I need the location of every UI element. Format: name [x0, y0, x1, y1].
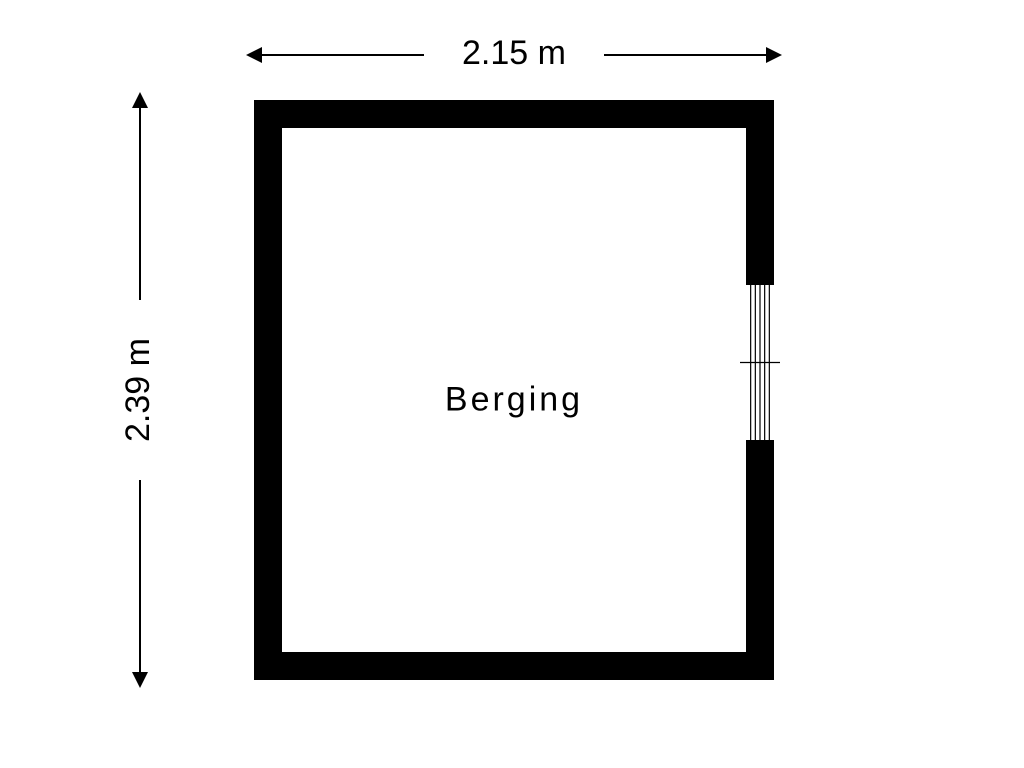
dim-top-label: 2.15 m [462, 34, 566, 72]
dim-left-label: 2.39 m [119, 338, 157, 442]
room-label: Berging [445, 381, 583, 419]
floorplan-svg: Berging 2.15 m 2.39 m [0, 0, 1024, 768]
